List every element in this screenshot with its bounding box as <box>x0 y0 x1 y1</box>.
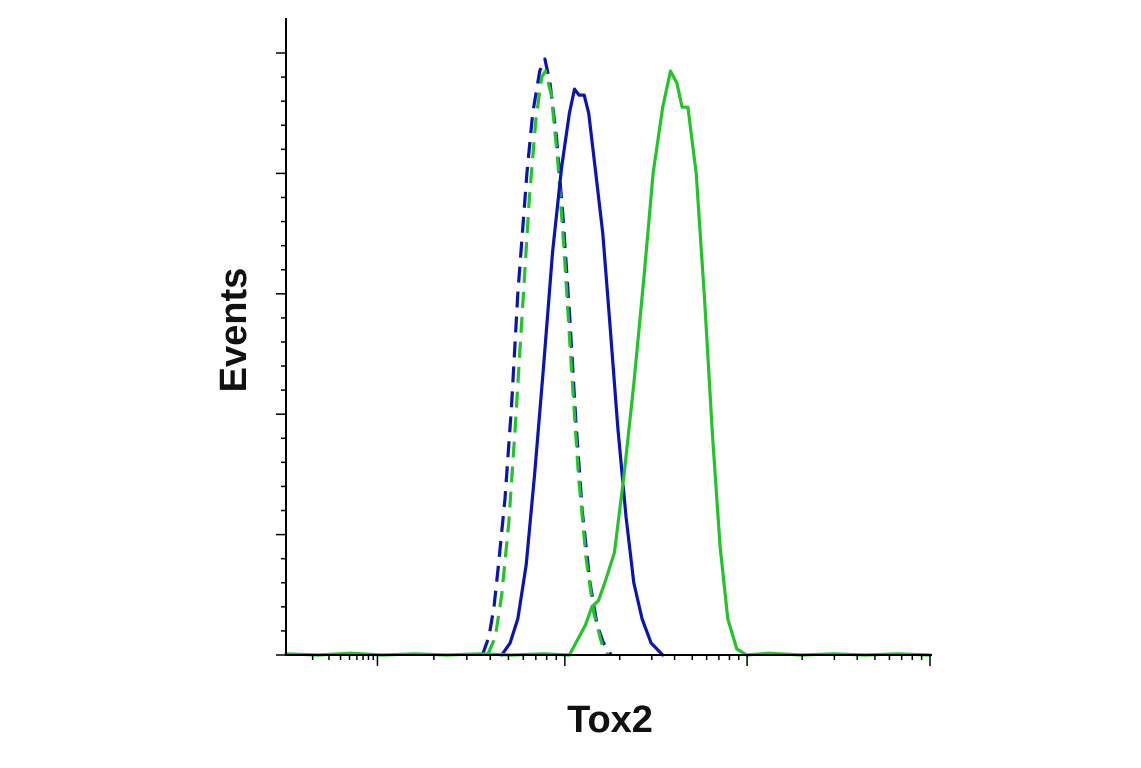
y-axis-ticks <box>276 52 286 656</box>
y-axis-title: Events <box>213 268 255 393</box>
series-line-4 <box>284 69 932 657</box>
x-axis-ticks <box>311 655 931 666</box>
series-line-3 <box>500 87 665 657</box>
axes-layer <box>285 18 932 656</box>
series-layer <box>284 57 932 657</box>
x-axis-title: Tox2 <box>567 699 653 741</box>
series-line-2 <box>486 69 610 656</box>
